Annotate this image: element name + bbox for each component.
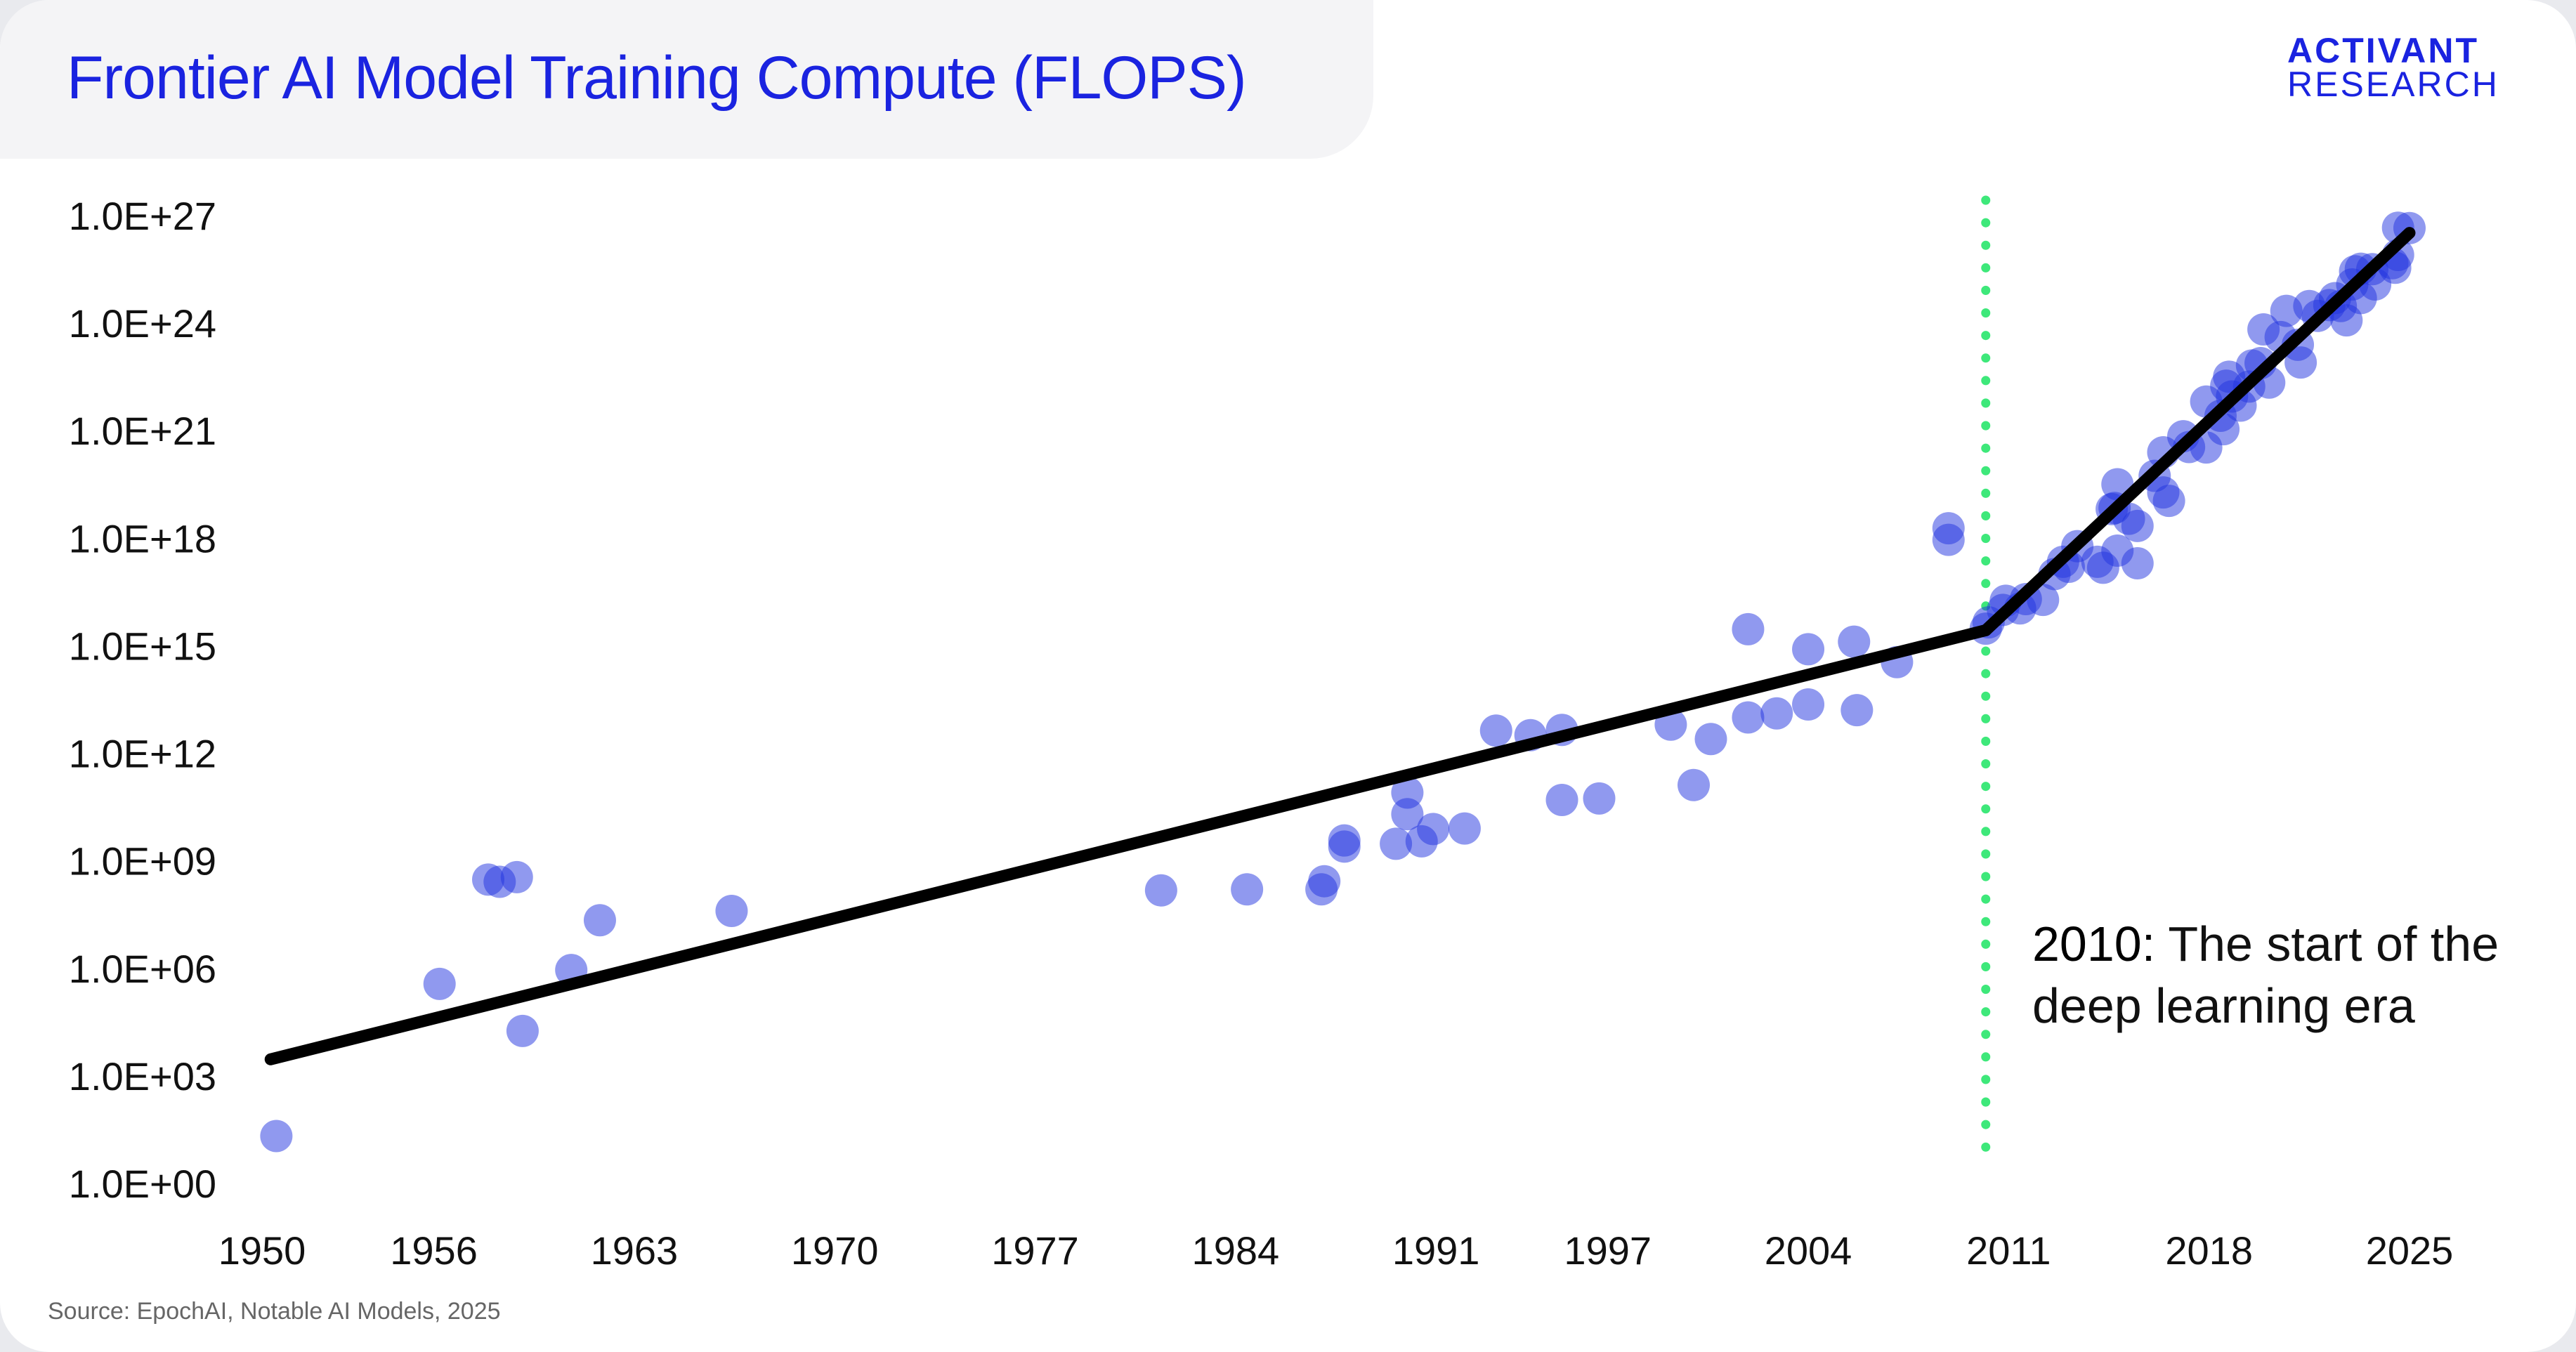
data-point bbox=[1144, 874, 1177, 907]
x-tick-label: 1970 bbox=[791, 1228, 879, 1273]
data-point bbox=[1792, 633, 1825, 666]
y-axis-ticks: 1.0E+00 1.0E+03 1.0E+06 1.0E+09 1.0E+12 1.0E+… bbox=[69, 194, 216, 1206]
data-point bbox=[1448, 812, 1481, 845]
x-tick-label: 1950 bbox=[218, 1228, 306, 1273]
x-tick-label: 1991 bbox=[1392, 1228, 1480, 1273]
x-axis-ticks: 1950 1956 1963 1970 1977 1984 1991 1997 2004 2011… bbox=[218, 1228, 2454, 1273]
x-tick-label: 2018 bbox=[2165, 1228, 2253, 1273]
data-point bbox=[2284, 346, 2317, 379]
title-banner: Frontier AI Model Training Compute (FLOP… bbox=[0, 0, 1373, 159]
source-note: Source: EpochAI, Notable AI Models, 2025 bbox=[48, 1298, 501, 1325]
annotation-year: 2010: bbox=[2032, 917, 2156, 971]
brand-logo-line2: RESEARCH bbox=[2287, 65, 2499, 104]
data-point bbox=[1760, 697, 1793, 730]
data-point bbox=[1694, 723, 1727, 756]
x-tick-label: 2025 bbox=[2366, 1228, 2454, 1273]
data-point bbox=[583, 904, 616, 937]
data-point bbox=[1308, 865, 1341, 898]
y-tick-label: 1.0E+03 bbox=[69, 1054, 216, 1098]
x-tick-label: 1997 bbox=[1564, 1228, 1652, 1273]
data-point bbox=[715, 895, 748, 928]
y-tick-label: 1.0E+27 bbox=[69, 194, 216, 238]
data-point bbox=[506, 1014, 539, 1047]
y-tick-label: 1.0E+12 bbox=[69, 732, 216, 776]
y-tick-label: 1.0E+21 bbox=[69, 409, 216, 453]
trend-line bbox=[264, 624, 1992, 1065]
data-point bbox=[2152, 485, 2185, 518]
annotation: 2010: The start of the deep learning era bbox=[2032, 913, 2524, 1037]
data-point bbox=[1380, 827, 1413, 860]
brand-logo-line1: ACTIVANT bbox=[2287, 31, 2480, 70]
data-point bbox=[1732, 612, 1765, 645]
data-point bbox=[423, 967, 456, 1000]
trend-lines bbox=[264, 227, 2416, 1065]
data-point bbox=[1545, 783, 1578, 816]
data-point bbox=[1328, 824, 1361, 857]
annotation-text: The start of the deep learning era bbox=[2032, 917, 2499, 1033]
y-tick-label: 1.0E+06 bbox=[69, 947, 216, 991]
data-point bbox=[260, 1120, 293, 1153]
data-point bbox=[2121, 509, 2154, 542]
data-point bbox=[1838, 625, 1871, 658]
y-tick-label: 1.0E+15 bbox=[69, 624, 216, 668]
data-point bbox=[1231, 873, 1264, 906]
trend-line bbox=[1980, 227, 2416, 636]
data-point bbox=[1732, 701, 1765, 734]
x-tick-label: 1963 bbox=[591, 1228, 679, 1273]
data-point bbox=[1932, 512, 1965, 545]
data-point bbox=[500, 860, 533, 893]
y-tick-label: 1.0E+00 bbox=[69, 1162, 216, 1206]
data-point bbox=[1792, 688, 1825, 721]
x-tick-label: 2004 bbox=[1765, 1228, 1852, 1273]
y-tick-label: 1.0E+09 bbox=[69, 839, 216, 884]
brand-logo: ACTIVANT RESEARCH bbox=[2287, 31, 2499, 104]
y-tick-label: 1.0E+24 bbox=[69, 301, 216, 346]
data-point bbox=[1479, 714, 1512, 747]
x-tick-label: 1984 bbox=[1192, 1228, 1280, 1273]
data-point bbox=[1391, 798, 1424, 831]
data-point bbox=[2121, 547, 2154, 580]
data-point bbox=[1583, 782, 1616, 815]
y-tick-label: 1.0E+18 bbox=[69, 516, 216, 560]
x-tick-label: 2011 bbox=[1966, 1228, 2051, 1273]
x-tick-label: 1956 bbox=[390, 1228, 478, 1273]
x-tick-label: 1977 bbox=[991, 1228, 1079, 1273]
data-point bbox=[1678, 768, 1710, 801]
data-point bbox=[1841, 694, 1874, 727]
chart-title: Frontier AI Model Training Compute (FLOP… bbox=[67, 44, 1247, 112]
data-point bbox=[1417, 813, 1450, 846]
